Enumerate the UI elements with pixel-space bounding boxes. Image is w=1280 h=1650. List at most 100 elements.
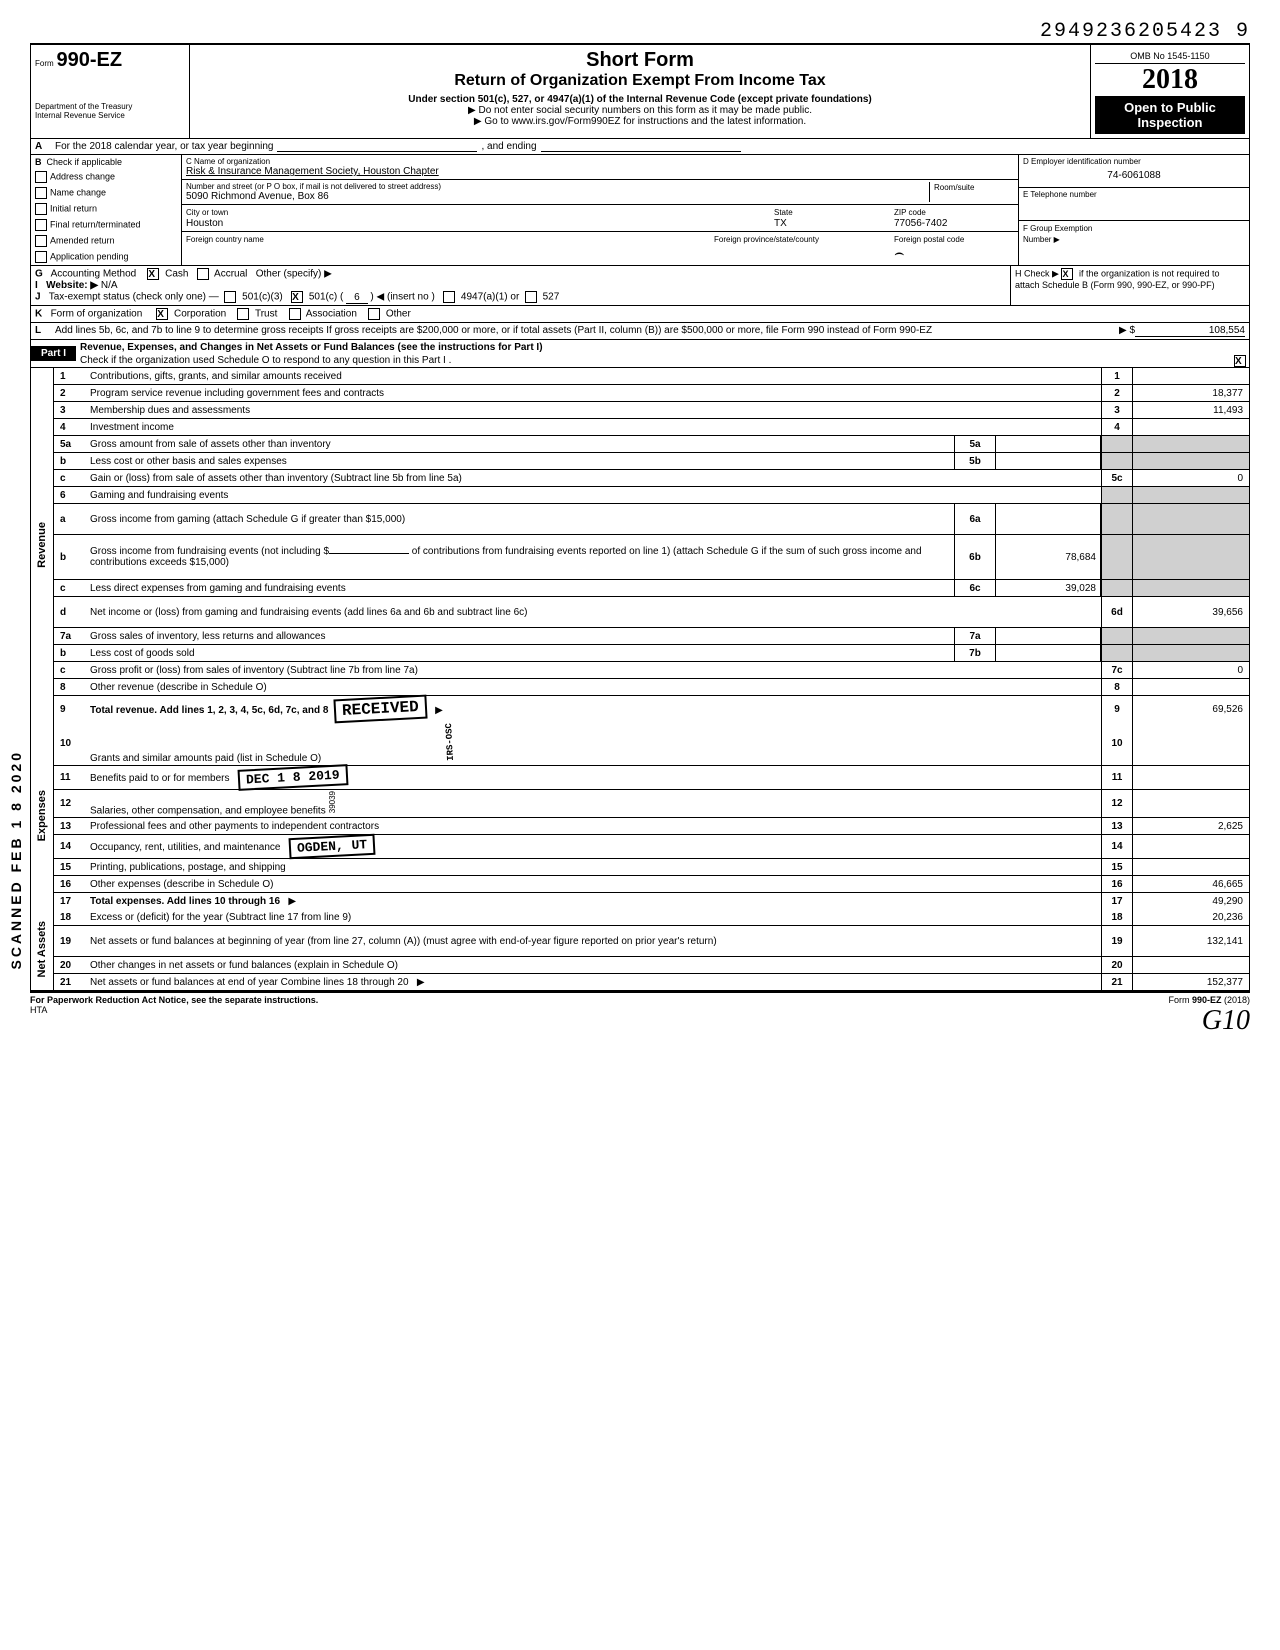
line3-val: 11,493 bbox=[1132, 402, 1249, 418]
line21-val: 152,377 bbox=[1132, 974, 1249, 990]
label-l: L bbox=[35, 325, 55, 337]
line17-val: 49,290 bbox=[1132, 893, 1249, 909]
line6c-midval: 39,028 bbox=[996, 580, 1101, 596]
label-zip: ZIP code bbox=[894, 208, 926, 217]
open-line2: Inspection bbox=[1099, 115, 1241, 130]
row-g-to-j: G Accounting Method X Cash Accrual Other… bbox=[30, 266, 1250, 306]
top-document-id: 2949236205423 9 bbox=[30, 20, 1250, 43]
chk-address-change[interactable] bbox=[35, 171, 47, 183]
lbl-initial-return: Initial return bbox=[50, 203, 97, 213]
lbl-501c3: 501(c)(3) bbox=[242, 292, 283, 303]
line13-text: Professional fees and other payments to … bbox=[88, 820, 1101, 833]
form-prefix: Form bbox=[35, 59, 54, 68]
omb-number: OMB No 1545-1150 bbox=[1095, 49, 1245, 64]
line21-t: Net assets or fund balances at end of ye… bbox=[90, 977, 409, 988]
line5a-text: Gross amount from sale of assets other t… bbox=[88, 438, 954, 451]
note-ssn: ▶ Do not enter social security numbers o… bbox=[194, 105, 1086, 116]
line7b-midval bbox=[996, 645, 1101, 661]
line12-val bbox=[1132, 790, 1249, 817]
accounting-method: Accounting Method bbox=[51, 269, 137, 280]
chk-501c3[interactable] bbox=[224, 291, 236, 303]
line18-text: Excess or (deficit) for the year (Subtra… bbox=[88, 911, 1101, 924]
chk-corp[interactable]: X bbox=[156, 308, 168, 320]
label-c-name: C Name of organization bbox=[186, 157, 1014, 166]
label-f-number: Number ▶ bbox=[1023, 235, 1060, 244]
form-of-org: Form of organization bbox=[51, 309, 143, 320]
line5b-text: Less cost or other basis and sales expen… bbox=[88, 455, 954, 468]
line10-val bbox=[1132, 722, 1249, 765]
chk-other-org[interactable] bbox=[368, 308, 380, 320]
website-label: Website: ▶ bbox=[46, 280, 98, 291]
footer-hta: HTA bbox=[30, 1005, 47, 1015]
501c-number: 6 bbox=[346, 292, 368, 304]
label-room: Room/suite bbox=[934, 183, 974, 192]
line7b-text: Less cost of goods sold bbox=[88, 647, 954, 660]
line1-text: Contributions, gifts, grants, and simila… bbox=[88, 370, 1101, 383]
line19-val: 132,141 bbox=[1132, 926, 1249, 956]
chk-4947[interactable] bbox=[443, 291, 455, 303]
chk-trust[interactable] bbox=[237, 308, 249, 320]
form-header: Form 990-EZ Department of the Treasury I… bbox=[30, 43, 1250, 139]
line14-val bbox=[1132, 835, 1249, 858]
vlabel-net-assets: Net Assets bbox=[36, 921, 48, 977]
lbl-name-change: Name change bbox=[50, 187, 106, 197]
lbl-527: 527 bbox=[543, 292, 560, 303]
part1-label: Part I bbox=[31, 346, 76, 361]
chk-schedule-o[interactable]: X bbox=[1234, 355, 1246, 367]
label-foreign-prov: Foreign province/state/county bbox=[714, 235, 819, 244]
h-check-label: H Check ▶ bbox=[1015, 268, 1059, 278]
chk-h[interactable]: X bbox=[1061, 268, 1073, 280]
lbl-other-method: Other (specify) ▶ bbox=[256, 269, 332, 280]
chk-assoc[interactable] bbox=[289, 308, 301, 320]
lbl-other-org: Other bbox=[386, 309, 411, 320]
line9-bold: Total revenue. Add lines 1, 2, 3, 4, 5c,… bbox=[90, 705, 328, 716]
line4-val bbox=[1132, 419, 1249, 435]
chk-527[interactable] bbox=[525, 291, 537, 303]
lbl-pending: Application pending bbox=[50, 251, 129, 261]
row-l: L Add lines 5b, 6c, and 7b to line 9 to … bbox=[30, 323, 1250, 340]
line2-val: 18,377 bbox=[1132, 385, 1249, 401]
line13-val: 2,625 bbox=[1132, 818, 1249, 834]
org-state: TX bbox=[774, 218, 787, 229]
chk-pending[interactable] bbox=[35, 251, 47, 263]
chk-amended[interactable] bbox=[35, 235, 47, 247]
page-footer: For Paperwork Reduction Act Notice, see … bbox=[30, 992, 1250, 1037]
lbl-501c-tail: ) ◀ (insert no ) bbox=[370, 292, 434, 303]
label-address: Number and street (or P O box, if mail i… bbox=[186, 182, 929, 191]
lbl-accrual: Accrual bbox=[214, 269, 247, 280]
foreign-postal-mark: ⌢ bbox=[894, 245, 905, 262]
chk-final-return[interactable] bbox=[35, 219, 47, 231]
line7c-val: 0 bbox=[1132, 662, 1249, 678]
line6d-val: 39,656 bbox=[1132, 597, 1249, 627]
line8-val bbox=[1132, 679, 1249, 695]
row-a-text: For the 2018 calendar year, or tax year … bbox=[55, 141, 273, 152]
label-b: B bbox=[35, 157, 42, 167]
net-assets-section: Net Assets 18Excess or (deficit) for the… bbox=[30, 909, 1250, 992]
line10-t: Grants and similar amounts paid (list in… bbox=[90, 753, 321, 764]
chk-cash[interactable]: X bbox=[147, 268, 159, 280]
chk-name-change[interactable] bbox=[35, 187, 47, 199]
row-k: K Form of organization X Corporation Tru… bbox=[30, 306, 1250, 323]
open-to-public: Open to Public Inspection bbox=[1095, 96, 1245, 134]
label-city: City or town bbox=[186, 208, 228, 217]
line16-val: 46,665 bbox=[1132, 876, 1249, 892]
footer-form: Form 990-EZ (2018) bbox=[1168, 995, 1250, 1005]
section-b: B Check if applicable Address change Nam… bbox=[30, 155, 1250, 266]
line3-text: Membership dues and assessments bbox=[88, 404, 1101, 417]
lbl-cash: Cash bbox=[165, 269, 188, 280]
lbl-501c: 501(c) ( bbox=[309, 292, 343, 303]
note-url: ▶ Go to www.irs.gov/Form990EZ for instru… bbox=[194, 116, 1086, 127]
line7a-midval bbox=[996, 628, 1101, 644]
footer-paperwork: For Paperwork Reduction Act Notice, see … bbox=[30, 995, 318, 1005]
line6-text: Gaming and fundraising events bbox=[88, 489, 1101, 502]
line15-text: Printing, publications, postage, and shi… bbox=[88, 861, 1101, 874]
label-foreign-country: Foreign country name bbox=[186, 235, 264, 244]
dept-irs: Internal Revenue Service bbox=[35, 111, 185, 120]
chk-initial-return[interactable] bbox=[35, 203, 47, 215]
chk-501c[interactable]: X bbox=[291, 291, 303, 303]
chk-accrual[interactable] bbox=[197, 268, 209, 280]
line7c-text: Gross profit or (loss) from sales of inv… bbox=[88, 664, 1101, 677]
line5a-midval bbox=[996, 436, 1101, 452]
line4-text: Investment income bbox=[88, 421, 1101, 434]
line5b-midval bbox=[996, 453, 1101, 469]
